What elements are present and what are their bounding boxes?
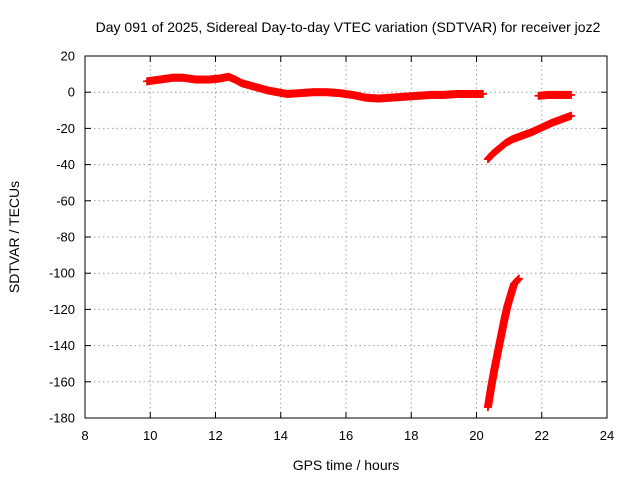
x-tick-label: 12: [208, 428, 222, 443]
y-tick-label: -140: [49, 338, 75, 353]
x-tick-label: 22: [535, 428, 549, 443]
y-tick-label: -180: [49, 411, 75, 426]
x-tick-label: 10: [143, 428, 157, 443]
grid-lines: [85, 56, 607, 418]
x-tick-label: 8: [81, 428, 88, 443]
y-tick-label: -80: [56, 230, 75, 245]
x-axis-label: GPS time / hours: [293, 457, 400, 473]
y-axis-label: SDTVAR / TECUs: [6, 181, 22, 293]
x-tick-label: 16: [339, 428, 353, 443]
data-marks: [142, 72, 576, 412]
y-tick-label: 0: [68, 85, 75, 100]
y-tick-label: -120: [49, 302, 75, 317]
y-tick-label: -60: [56, 193, 75, 208]
y-tick-label: -20: [56, 121, 75, 136]
y-tick-label: 20: [61, 49, 75, 64]
x-tick-label: 18: [404, 428, 418, 443]
x-tick-label: 14: [274, 428, 288, 443]
y-tick-label: -100: [49, 266, 75, 281]
x-tick-label: 20: [469, 428, 483, 443]
axis-ticks: 8 10 12 14 16 18 20 22 24 20 0 -20 -40 -60 -80 -100 -120…: [49, 49, 614, 444]
y-tick-label: -160: [49, 374, 75, 389]
chart-title: Day 091 of 2025, Sidereal Day-to-day VTE…: [96, 19, 601, 35]
x-tick-label: 24: [600, 428, 614, 443]
y-tick-label: -40: [56, 157, 75, 172]
